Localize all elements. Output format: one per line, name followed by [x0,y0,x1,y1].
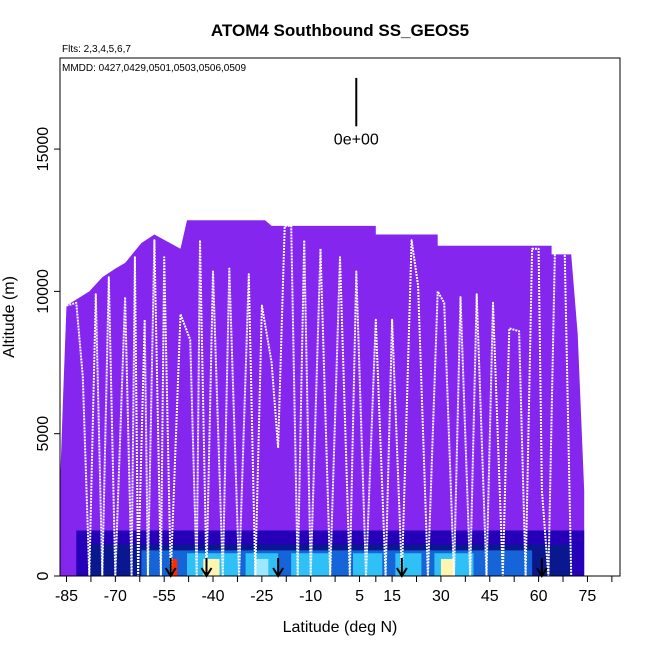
model-field-area [60,220,585,576]
heat-cell-11 [440,558,454,576]
x-tick-label-11: 75 [579,588,597,605]
y-tick-label-2: 10000 [35,269,52,314]
x-tick-label-3: -40 [201,588,224,605]
arrow-layer [164,558,548,578]
x-tick-label-0: -85 [55,588,78,605]
x-axis: -85 -70 -55 -40 -25 -10 5 15 30 45 60 75 [55,576,613,605]
y-axis: 0 5000 10000 15000 [35,127,60,580]
flights-note: Flts: 2,3,4,5,6,7 [62,44,131,55]
heat-cell-8 [353,553,383,576]
y-axis-label: Altitude (m) [1,276,18,358]
chart-title: ATOM4 Southbound SS_GEOS5 [211,21,469,40]
x-tick-label-1: -70 [104,588,127,605]
x-axis-label: Latitude (deg N) [283,619,398,636]
x-tick-label-9: 45 [481,588,499,605]
y-tick-label-1: 5000 [35,416,52,452]
y-tick-label-0: 0 [35,571,52,580]
plot-frame [59,57,621,577]
model-field [60,220,585,576]
y-tick-label-3: 15000 [35,127,52,172]
x-tick-label-8: 30 [432,588,450,605]
x-tick-label-7: 15 [383,588,401,605]
x-tick-label-10: 60 [530,588,548,605]
dates-note: MMDD: 0427,0429,0501,0503,0506,0509 [62,63,246,74]
x-tick-label-4: -25 [250,588,273,605]
x-tick-label-2: -55 [153,588,176,605]
scale-label: 0e+00 [334,131,379,148]
x-tick-label-5: -10 [299,588,322,605]
heat-cell-13 [170,558,178,576]
heat-cell-6 [255,558,269,576]
x-tick-label-6: 5 [355,588,364,605]
heat-cell-12 [486,556,513,576]
